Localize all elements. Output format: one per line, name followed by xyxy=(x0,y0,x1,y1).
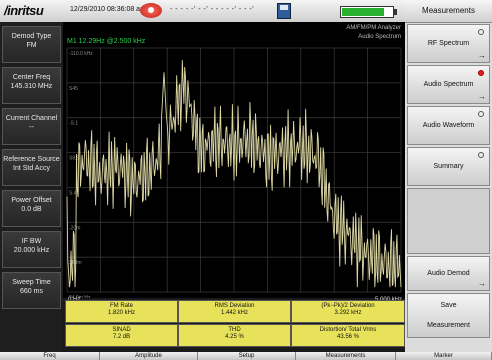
measurements-menu[interactable]: Measurements xyxy=(296,352,396,360)
save-disk-icon xyxy=(277,3,291,19)
measurement-table: FM Rate 1.820 kHz RMS Deviation 1.442 kH… xyxy=(65,300,405,348)
anritsu-logo: /inritsu xyxy=(4,3,44,18)
freq-menu[interactable]: Freq xyxy=(0,352,100,360)
amplitude-menu[interactable]: Amplitude xyxy=(100,352,198,360)
param-power-offset: Power Offset 0.0 dB xyxy=(2,190,61,227)
arrow-right-icon: → xyxy=(478,92,486,101)
battery-icon xyxy=(340,6,397,18)
plot-grid: -110.0 kHz S45 -S.1 S8.5 S.4 -20m 300m 34.9m Hz xyxy=(66,47,402,298)
sinad-cell: SINAD 7.2 dB xyxy=(65,324,178,347)
save-measurement-button[interactable]: Save Measurement xyxy=(407,293,490,338)
arrow-right-icon: → xyxy=(478,279,486,288)
battery-level xyxy=(342,8,384,16)
gps-icon xyxy=(140,3,162,18)
param-demod-type: Demod Type FM xyxy=(2,26,61,63)
radio-selected-icon xyxy=(478,70,484,76)
param-current-channel: Current Channel -- xyxy=(2,108,61,145)
pk-pk-deviation-cell: (Pk−Pk)/2 Deviation 3.292 kHz xyxy=(291,300,405,323)
param-center-freq: Center Freq 145.310 MHz xyxy=(2,67,61,104)
parameter-panel: Demod Type FM Center Freq 145.310 MHz Cu… xyxy=(0,22,63,352)
arrow-right-icon: → xyxy=(478,51,486,60)
y-tick-label: S.4 xyxy=(69,190,77,196)
rms-deviation-cell: RMS Deviation 1.442 kHz xyxy=(178,300,291,323)
summary-button[interactable]: Summary xyxy=(407,147,490,186)
marker-readout: M1 12.29Hz @2.500 kHz xyxy=(67,38,146,45)
setup-menu[interactable]: Setup xyxy=(198,352,296,360)
radio-icon xyxy=(478,111,484,117)
softkey-menu-title: Measurements xyxy=(405,0,492,23)
analyzer-name: AM/FM/PM Analyzer xyxy=(346,25,401,31)
softkey-panel: Measurements RF Spectrum → Audio Spectru… xyxy=(405,0,492,352)
empty-softkey xyxy=(407,188,490,254)
y-tick-label: S8.5 xyxy=(69,156,80,162)
y-tick-label: 300m xyxy=(69,260,82,266)
param-reference-source: Reference Source Int Std Accy xyxy=(2,149,61,186)
y-tick-label: S45 xyxy=(69,86,78,92)
distortion-cell: Distortion/ Total Vrms 43.56 % xyxy=(291,324,405,347)
status-bar: /inritsu 12/29/2010 08:36:08 am - - - - … xyxy=(0,0,405,23)
marker-menu[interactable]: Marker xyxy=(396,352,492,360)
fm-rate-cell: FM Rate 1.820 kHz xyxy=(65,300,178,323)
date-time: 12/29/2010 08:36:08 am xyxy=(70,6,146,13)
y-tick-label: 34.9m Hz xyxy=(69,295,91,298)
audio-spectrum-plot[interactable]: -110.0 kHz S45 -S.1 S8.5 S.4 -20m 300m 34.9m Hz… xyxy=(63,22,405,303)
y-tick-label: -S.1 xyxy=(69,121,78,127)
rf-spectrum-button[interactable]: RF Spectrum → xyxy=(407,24,490,63)
thd-cell: THD 4.25 % xyxy=(178,324,291,347)
radio-icon xyxy=(478,152,484,158)
param-sweep-time: Sweep Time 660 ms xyxy=(2,272,61,309)
y-tick-label: -110.0 kHz xyxy=(69,51,93,57)
analyzer-view: Audio Spectrum xyxy=(358,34,401,40)
audio-demod-button[interactable]: Audio Demod → xyxy=(407,256,490,291)
param-if-bw: IF BW 20.000 kHz xyxy=(2,231,61,268)
y-tick-label: -20m xyxy=(69,225,80,231)
spectrum-trace xyxy=(66,60,402,288)
audio-spectrum-button[interactable]: Audio Spectrum → xyxy=(407,65,490,104)
status-indicators: - - - - -' - -' - - - - -' - - -' xyxy=(170,6,255,13)
audio-waveform-button[interactable]: Audio Waveform xyxy=(407,106,490,145)
radio-icon xyxy=(478,29,484,35)
main-menu-bar: Freq Amplitude Setup Measurements Marker xyxy=(0,352,492,360)
